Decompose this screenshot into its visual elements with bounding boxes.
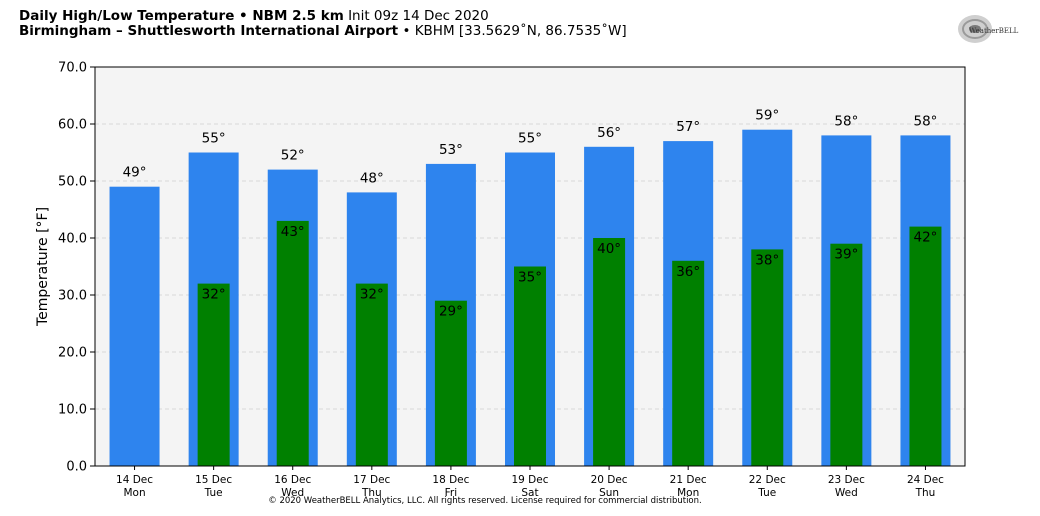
- init-time: Init 09z 14 Dec 2020: [348, 8, 489, 24]
- x-tick-day: Sat: [521, 487, 538, 499]
- y-tick-label: 60.0: [58, 118, 87, 133]
- low-temp-bar: [909, 226, 942, 466]
- y-tick-label: 30.0: [58, 289, 87, 304]
- low-temp-label: 42°: [913, 230, 937, 246]
- x-tick-day: Sun: [599, 487, 619, 499]
- high-temp-label: 55°: [518, 131, 542, 147]
- logo-text: WeatherBELL: [969, 27, 1019, 35]
- x-tick-day: Tue: [204, 487, 223, 499]
- low-temp-bar: [355, 283, 388, 466]
- x-tick-date: 22 Dec: [749, 474, 786, 486]
- x-tick-date: 16 Dec: [274, 474, 311, 486]
- x-tick-date: 17 Dec: [353, 474, 390, 486]
- x-tick-date: 15 Dec: [195, 474, 232, 486]
- chart-title: Daily High/Low Temperature • NBM 2.5 km …: [19, 9, 489, 24]
- y-tick-label: 10.0: [58, 403, 87, 418]
- title-main: Daily High/Low Temperature • NBM 2.5 km: [19, 8, 344, 24]
- low-temp-bar: [593, 238, 626, 466]
- x-tick-day: Mon: [123, 487, 145, 499]
- low-temp-label: 40°: [597, 241, 621, 257]
- high-temp-label: 56°: [597, 125, 621, 141]
- copyright-notice: © 2020 WeatherBELL Analytics, LLC. All r…: [268, 496, 702, 506]
- station-coords: • KBHM [33.5629˚N, 86.7535˚W]: [402, 23, 627, 39]
- x-tick-day: Fri: [445, 487, 458, 499]
- x-tick-date: 20 Dec: [591, 474, 628, 486]
- x-tick-day: Wed: [835, 487, 858, 499]
- low-temp-bar: [514, 266, 546, 466]
- x-tick-day: Thu: [361, 487, 382, 499]
- low-temp-label: 32°: [360, 287, 384, 303]
- low-temp-label: 36°: [676, 264, 700, 280]
- x-tick-day: Thu: [915, 487, 936, 499]
- low-temp-label: 32°: [202, 287, 226, 303]
- high-temp-label: 59°: [755, 108, 779, 124]
- logo-icon: WeatherBELL: [958, 15, 1019, 43]
- low-temp-label: 35°: [518, 270, 542, 286]
- high-temp-label: 55°: [202, 131, 226, 147]
- x-tick-day: Wed: [281, 487, 304, 499]
- high-temp-label: 52°: [281, 148, 305, 164]
- low-temp-label: 43°: [281, 224, 305, 240]
- x-tick-day: Tue: [757, 487, 776, 499]
- low-temp-bars: [197, 220, 942, 466]
- high-temp-label: 49°: [123, 165, 147, 181]
- x-tick-date: 21 Dec: [670, 474, 707, 486]
- x-tick-date: 14 Dec: [116, 474, 153, 486]
- y-tick-label: 50.0: [58, 175, 87, 190]
- low-temp-bar: [197, 283, 230, 466]
- y-axis-ticks: 0.0 10.0 20.0 30.0 40.0 50.0 60.0 70.0: [58, 61, 95, 475]
- station-name: Birmingham – Shuttlesworth International…: [19, 23, 399, 39]
- y-tick-label: 0.0: [66, 460, 87, 475]
- high-temp-label: 58°: [913, 113, 937, 129]
- low-temp-label: 38°: [755, 252, 779, 268]
- y-axis-label: Temperature [°F]: [35, 207, 51, 327]
- low-temp-bar: [830, 243, 863, 466]
- low-temp-label: 29°: [439, 304, 463, 320]
- x-tick-date: 24 Dec: [907, 474, 944, 486]
- high-temp-bar: [109, 186, 160, 466]
- high-temp-label: 57°: [676, 119, 700, 135]
- low-temp-bar: [276, 220, 309, 466]
- high-temp-label: 58°: [834, 113, 858, 129]
- low-temp-bar: [751, 249, 784, 466]
- high-temp-label: 48°: [360, 170, 384, 186]
- x-tick-date: 18 Dec: [432, 474, 469, 486]
- low-temp-bar: [434, 300, 467, 466]
- low-temp-label: 39°: [834, 247, 858, 263]
- x-tick-day: Mon: [677, 487, 699, 499]
- high-temp-label: 53°: [439, 142, 463, 158]
- chart-subtitle: Birmingham – Shuttlesworth International…: [19, 24, 627, 39]
- low-temp-bar: [672, 260, 705, 466]
- x-tick-date: 23 Dec: [828, 474, 865, 486]
- bar-value-labels: 49° 55° 52° 48° 53° 55° 56° 57° 59° 58° 58° 32° 43° 3…: [123, 108, 938, 320]
- y-tick-label: 70.0: [58, 61, 87, 76]
- x-tick-date: 19 Dec: [511, 474, 548, 486]
- y-tick-label: 20.0: [58, 346, 87, 361]
- y-tick-label: 40.0: [58, 232, 87, 247]
- weatherbell-logo: WeatherBELL: [955, 12, 1021, 46]
